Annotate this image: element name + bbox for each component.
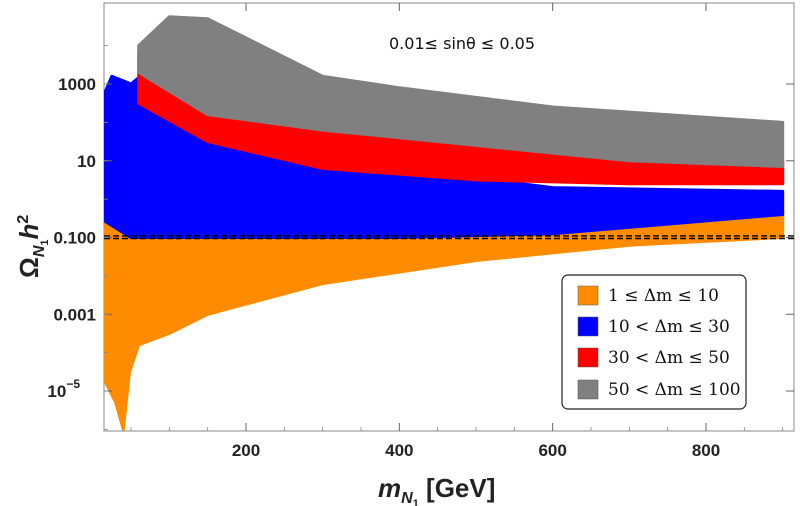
legend-swatch-2 xyxy=(577,316,599,337)
y-axis-label: ΩN1h2 xyxy=(14,215,51,278)
legend-swatch-3 xyxy=(577,347,599,368)
x-axis-label-main: m xyxy=(378,473,401,503)
axis-ticks: 200 400 600 800 1000 10 0.100 0.001 10−5 xyxy=(47,3,794,460)
y-axis-label-group: ΩN1h2 xyxy=(14,215,51,278)
y-axis-label-sub: N xyxy=(31,245,48,257)
y-axis-label-tail: h xyxy=(14,224,44,240)
y-tick-label-4: 0.001 xyxy=(53,305,96,324)
y-tick-label-sup: −5 xyxy=(66,377,80,391)
y-tick-label-1: 1000 xyxy=(58,75,96,94)
x-axis-label-sub: N xyxy=(401,490,413,506)
legend-label-3: 30 < Δm ≤ 50 xyxy=(608,348,730,368)
legend-swatch-1 xyxy=(577,285,599,306)
legend-box xyxy=(561,274,747,410)
y-axis-label-subsub: 1 xyxy=(39,239,51,245)
reference-lines xyxy=(104,235,794,240)
legend-label-1: 1 ≤ Δm ≤ 10 xyxy=(608,286,719,306)
y-tick-label-3: 0.100 xyxy=(53,229,96,248)
x-tick-label-3: 600 xyxy=(538,441,566,460)
x-tick-label-1: 200 xyxy=(232,441,260,460)
legend-label-4: 50 < Δm ≤ 100 xyxy=(608,380,741,400)
x-axis-label-units: [GeV] xyxy=(419,473,496,503)
x-axis-label: mN1 [GeV] xyxy=(378,473,495,506)
x-tick-label-4: 800 xyxy=(692,441,720,460)
y-tick-label-2: 10 xyxy=(77,152,96,171)
y-tick-label-5: 10−5 xyxy=(47,377,80,401)
legend-swatch-4 xyxy=(577,379,599,400)
series-region-4 xyxy=(137,15,785,168)
y-axis-label-main: Ω xyxy=(14,257,44,278)
series-layer xyxy=(104,15,785,431)
legend: 1 ≤ Δm ≤ 10 10 < Δm ≤ 30 30 < Δm ≤ 50 50… xyxy=(561,274,747,410)
x-axis-label-subsub: 1 xyxy=(413,498,419,506)
chart-annotation: 0.01≤ sinθ ≤ 0.05 xyxy=(389,34,535,53)
legend-label-2: 10 < Δm ≤ 30 xyxy=(608,317,730,337)
y-axis-label-sup: 2 xyxy=(15,215,32,224)
x-tick-label-2: 400 xyxy=(385,441,413,460)
